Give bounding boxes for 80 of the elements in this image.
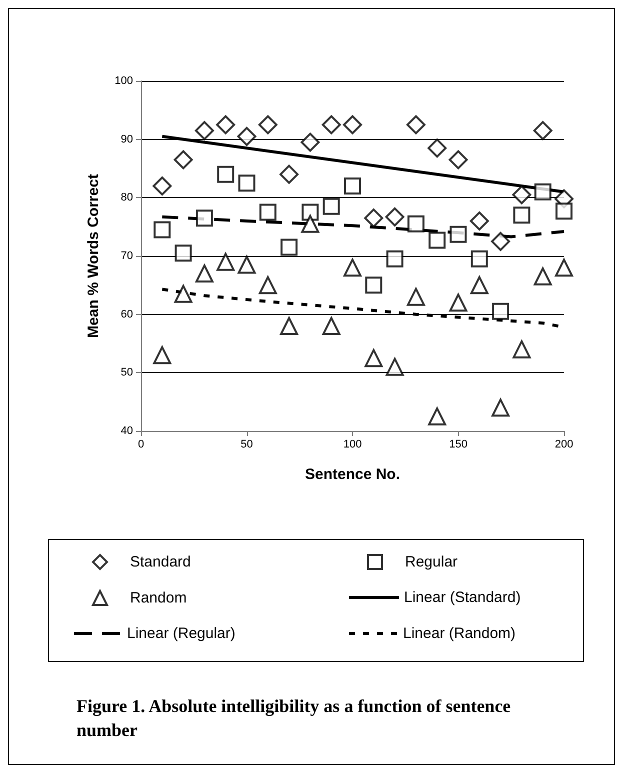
- y-tick-label: 70: [120, 250, 133, 262]
- point: [322, 317, 340, 335]
- point: [513, 206, 530, 224]
- point: [492, 302, 510, 320]
- point: [450, 226, 467, 243]
- point: [386, 250, 404, 268]
- point: [428, 407, 446, 426]
- point: [194, 121, 214, 140]
- x-tick-label: 200: [554, 438, 574, 450]
- point: [153, 346, 172, 364]
- point: [555, 258, 573, 277]
- point: [280, 164, 299, 184]
- y-tick-label: 100: [114, 75, 133, 87]
- point: [280, 238, 298, 256]
- point: [407, 215, 424, 232]
- point: [237, 126, 256, 146]
- point: [344, 258, 362, 277]
- point: [428, 138, 447, 158]
- point: [302, 204, 319, 221]
- point: [258, 276, 277, 294]
- point: [428, 232, 446, 249]
- point: [238, 174, 256, 192]
- point: [492, 398, 510, 417]
- point: [216, 252, 235, 271]
- point: [216, 115, 236, 134]
- point: [406, 288, 425, 306]
- legend-label: Standard: [130, 554, 191, 570]
- legend-label: Linear (Random): [403, 625, 516, 642]
- point: [365, 276, 382, 294]
- y-tick-label: 50: [120, 366, 133, 379]
- x-tick-label: 150: [449, 438, 468, 450]
- point: [322, 115, 341, 134]
- x-tick-label: 100: [343, 438, 362, 450]
- point: [556, 202, 572, 220]
- point: [386, 358, 404, 376]
- point: [470, 212, 489, 230]
- point: [280, 317, 298, 335]
- point: [364, 349, 383, 368]
- legend-label: Regular: [405, 554, 458, 570]
- point: [512, 185, 532, 204]
- point: [533, 121, 552, 140]
- legend-label: Linear (Regular): [127, 625, 236, 642]
- point: [343, 115, 362, 134]
- point: [406, 115, 426, 134]
- point: [322, 198, 340, 215]
- x-tick-label: 0: [138, 438, 144, 450]
- point: [491, 232, 510, 251]
- caption: Figure 1. Absolute intelligibility as a function of sentence number: [76, 696, 516, 740]
- point: [152, 176, 172, 196]
- point: [174, 244, 192, 262]
- point: [534, 267, 552, 286]
- point: [154, 221, 171, 238]
- x-tick-label: 50: [240, 438, 253, 450]
- point: [196, 210, 213, 227]
- point: [385, 207, 404, 226]
- point: [470, 250, 488, 268]
- point: [449, 294, 468, 312]
- point: [238, 256, 256, 274]
- legend-label: Random: [130, 590, 187, 606]
- point: [364, 208, 384, 228]
- point: [512, 340, 531, 358]
- point: [258, 115, 278, 134]
- point: [344, 178, 361, 194]
- point: [217, 166, 234, 183]
- point: [174, 150, 193, 170]
- y-tick-label: 40: [120, 425, 133, 437]
- y-tick-label: 90: [120, 133, 133, 146]
- point: [259, 204, 276, 221]
- point: [534, 183, 552, 200]
- point: [174, 284, 192, 303]
- point: [301, 214, 320, 233]
- x-axis-title: Sentence No.: [304, 466, 400, 483]
- y-axis-title: Mean % Words Correct: [85, 174, 102, 338]
- point: [448, 150, 468, 170]
- point: [195, 264, 214, 282]
- y-tick-label: 60: [120, 308, 133, 320]
- point: [470, 276, 488, 294]
- legend-label: Linear (Standard): [404, 589, 521, 606]
- point: [300, 132, 320, 152]
- y-tick-label: 80: [120, 192, 133, 204]
